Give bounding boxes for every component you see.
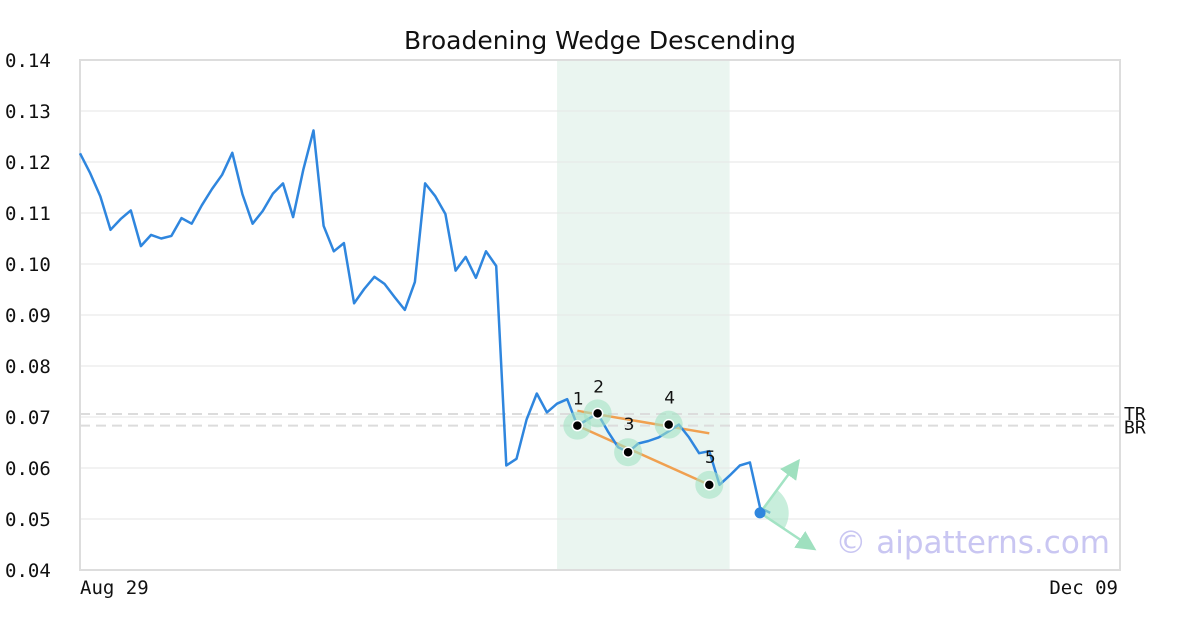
y-tick-label: 0.08 (5, 356, 51, 378)
series-line (78, 129, 771, 515)
y-tick-label: 0.09 (5, 305, 51, 327)
y-tick-label: 0.13 (5, 101, 51, 123)
pattern-point-label: 4 (664, 389, 675, 409)
price-series (78, 129, 771, 515)
y-tick-label: 0.14 (5, 50, 51, 72)
pattern-point (703, 479, 716, 491)
chart-title: Broadening Wedge Descending (404, 26, 796, 55)
pattern-point (591, 407, 604, 420)
projection (754, 458, 817, 551)
pattern-points: 123 4 5 (563, 377, 724, 499)
y-axis: 0.04 0.05 0.06 0.07 0.08 0.09 0.10 0.11 0.12 0.13… (5, 50, 51, 582)
pattern-point (571, 419, 584, 432)
x-tick-label: Dec 09 (1049, 577, 1118, 599)
y-tick-label: 0.11 (5, 203, 51, 225)
x-tick-label: Aug 29 (80, 577, 149, 599)
y-tick-label: 0.07 (5, 407, 51, 429)
projection-cone (760, 489, 789, 529)
pattern-point-label: 2 (593, 377, 604, 397)
pattern-point-label: 3 (624, 415, 635, 435)
y-tick-label: 0.12 (5, 152, 51, 174)
level-label: TR (1124, 404, 1146, 425)
pattern-point (662, 418, 675, 431)
y-tick-label: 0.05 (5, 509, 51, 531)
trendline-lower (576, 424, 710, 486)
pattern-point-label: 1 (573, 390, 584, 410)
pattern-point-label: 5 (705, 448, 716, 468)
pattern-point (622, 446, 634, 458)
plot-frame (79, 59, 1121, 571)
y-tick-label: 0.06 (5, 458, 51, 480)
level-label: BR (1124, 418, 1146, 439)
y-tick-label: 0.04 (5, 560, 51, 582)
x-axis: Aug 29 Dec 09 (80, 577, 1118, 599)
watermark: © aipatterns.com (835, 525, 1110, 561)
y-tick-label: 0.10 (5, 254, 51, 276)
current-point (754, 507, 766, 519)
projection-arrow-up (759, 458, 800, 514)
projection-arrow-down (759, 511, 817, 551)
